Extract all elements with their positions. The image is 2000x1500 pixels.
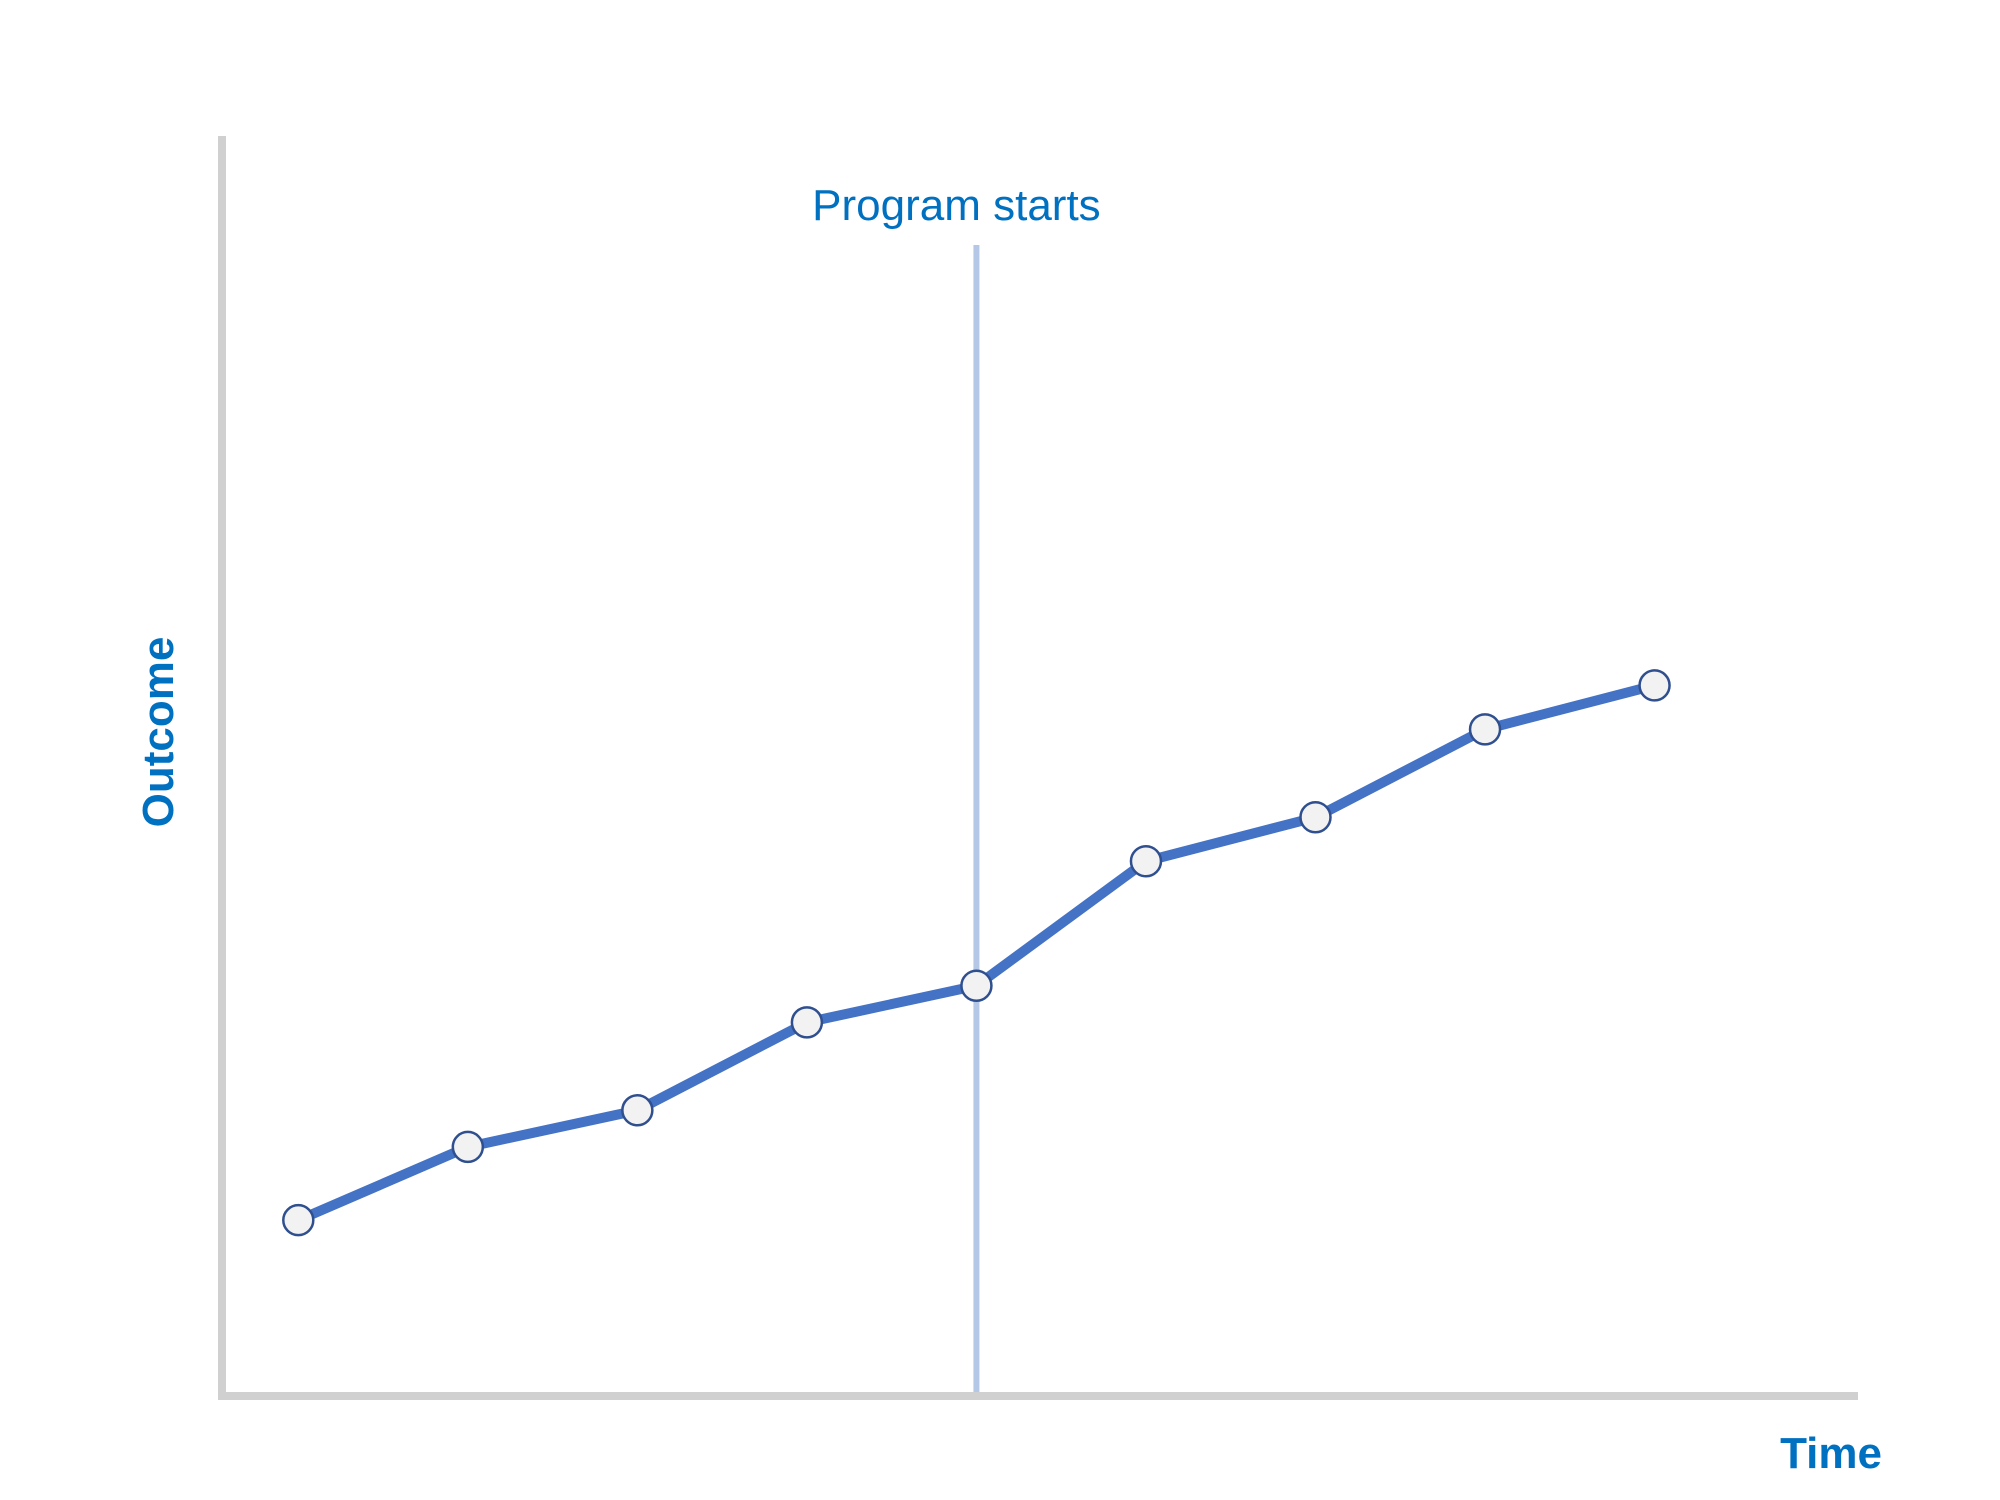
data-point-2: [451, 1130, 485, 1164]
data-point-6: [1129, 844, 1163, 878]
data-point-1: [282, 1203, 315, 1237]
program-start-label: Program starts: [812, 181, 1101, 230]
data-point-4: [790, 1006, 824, 1039]
data-point-3: [621, 1094, 654, 1127]
y-axis-title: Outcome: [134, 637, 183, 828]
data-point-9: [1638, 669, 1671, 702]
x-axis-title: Time: [1780, 1429, 1882, 1478]
data-point-5: [960, 969, 993, 1003]
data-point-8: [1468, 713, 1502, 746]
data-points: [282, 669, 1671, 1237]
data-point-7: [1299, 801, 1332, 834]
